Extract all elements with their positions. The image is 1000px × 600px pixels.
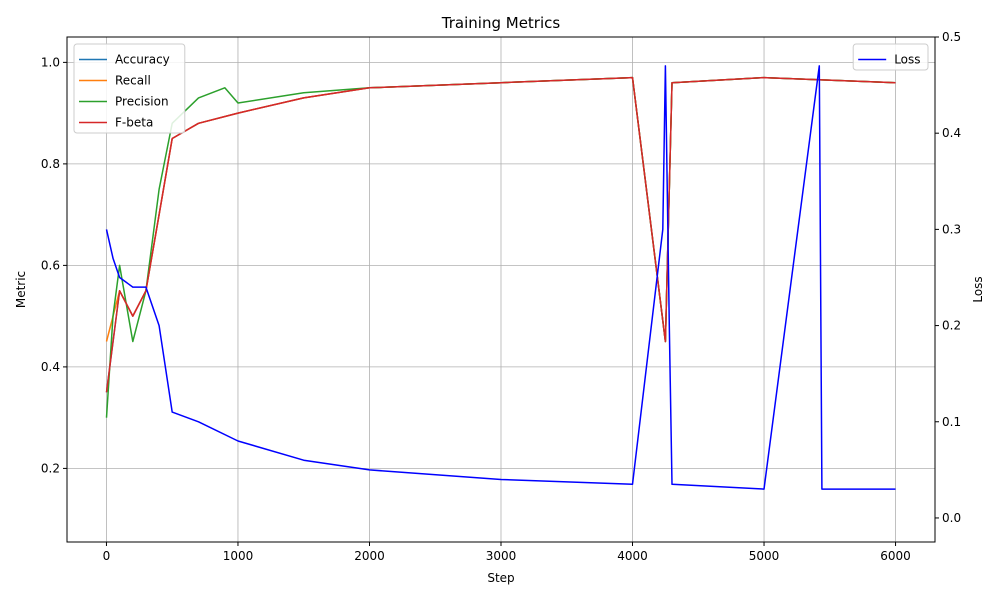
y-left-axis-title: Metric [14, 271, 28, 308]
y-right-tick-label: 0.5 [942, 30, 961, 44]
chart-title: Training Metrics [441, 14, 561, 32]
x-tick-label: 2000 [354, 549, 385, 563]
y-right-axis-title: Loss [971, 276, 985, 302]
y-left-tick-label: 0.8 [41, 157, 60, 171]
ticks-layer: 0 1000 2000 3000 4000 5000 6000 0.2 0.4 0.6 0.8 1.0… [41, 30, 961, 563]
y-right-tick-label: 0.0 [942, 511, 961, 525]
grid-layer [67, 37, 935, 542]
y-left-tick-label: 0.6 [41, 258, 60, 272]
x-axis-title: Step [487, 571, 514, 585]
legend-label-accuracy: Accuracy [115, 53, 170, 67]
legend-label-f-beta: F-beta [115, 116, 153, 130]
y-right-tick-label: 0.4 [942, 126, 961, 140]
x-tick-label: 3000 [486, 549, 517, 563]
series-line-loss [105, 65, 896, 490]
y-left-tick-label: 0.2 [41, 461, 60, 475]
y-right-tick-label: 0.2 [942, 319, 961, 333]
legend-left: Accuracy Recall Precision F-beta [73, 43, 186, 134]
x-tick-label: 5000 [749, 549, 780, 563]
y-left-tick-label: 0.4 [41, 360, 60, 374]
legend-right-box [852, 43, 929, 71]
legend-label-recall: Recall [115, 74, 151, 88]
legend-right: Loss [852, 43, 929, 71]
x-tick-label: 6000 [880, 549, 911, 563]
y-right-tick-label: 0.3 [942, 222, 961, 236]
y-left-tick-label: 1.0 [41, 55, 60, 69]
series-layer [105, 65, 896, 490]
x-tick-label: 4000 [617, 549, 648, 563]
series-line-f-beta [105, 76, 896, 393]
y-right-tick-label: 0.1 [942, 415, 961, 429]
x-tick-label: 0 [103, 549, 111, 563]
x-tick-label: 1000 [223, 549, 254, 563]
legend-label-loss: Loss [894, 53, 920, 67]
legend-label-precision: Precision [115, 95, 169, 109]
legend-left-box [73, 43, 186, 134]
